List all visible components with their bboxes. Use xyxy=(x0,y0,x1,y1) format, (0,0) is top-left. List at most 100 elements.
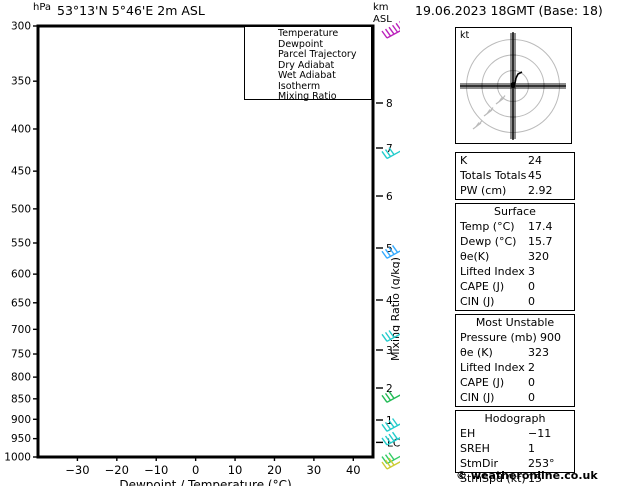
label-pw: PW (cm) xyxy=(460,184,507,197)
label-stmdir: StmDir xyxy=(460,457,499,470)
pressure-unit-label: hPa xyxy=(33,2,52,13)
svg-text:10: 10 xyxy=(228,463,243,477)
value-sfc-li: 3 xyxy=(528,265,535,278)
legend-item-dry-adiabat: Dry Adiabat xyxy=(248,59,368,72)
value-sfc-dewp: 15.7 xyxy=(528,235,553,248)
hodo-heading: Hodograph xyxy=(484,412,546,425)
row-mu-pressure: Pressure (mb) 900 xyxy=(456,330,574,345)
svg-text:30: 30 xyxy=(307,463,322,477)
legend-item-isotherm: Isotherm xyxy=(248,80,368,93)
value-mu-pressure: 900 xyxy=(540,331,561,344)
label-sfc-dewp: Dewp (°C) xyxy=(460,235,517,248)
value-mu-thetae: 323 xyxy=(528,346,549,359)
row-sfc-dewp: Dewp (°C) 15.7 xyxy=(456,234,574,249)
legend-label-temperature: Temperature xyxy=(278,28,339,40)
svg-text:650: 650 xyxy=(11,297,31,309)
label-eh: EH xyxy=(460,427,476,440)
label-mu-cape: CAPE (J) xyxy=(460,376,505,389)
label-stmspd: StmSpd (kt) xyxy=(460,472,526,485)
svg-text:300: 300 xyxy=(11,21,31,33)
value-stmdir: 253° xyxy=(528,457,555,470)
mu-heading: Most Unstable xyxy=(475,316,555,329)
svg-text:400: 400 xyxy=(11,123,31,135)
row-pw: PW (cm) 2.92 xyxy=(456,183,574,198)
value-pw: 2.92 xyxy=(528,184,553,197)
skewt-chart: 2345810152025300350400450500550600650700… xyxy=(4,21,400,486)
svg-text:4: 4 xyxy=(386,295,393,307)
legend-label-wet-adiabat: Wet Adiabat xyxy=(278,70,336,82)
label-sfc-temp: Temp (°C) xyxy=(460,220,515,233)
value-eh: −11 xyxy=(528,427,552,440)
surface-panel: Surface Temp (°C) 17.4 Dewp (°C) 15.7 θe(K… xyxy=(455,203,575,311)
row-mu-cin: CIN (J) 0 xyxy=(456,390,574,405)
label-sfc-li: Lifted Index xyxy=(460,265,525,278)
svg-text:800: 800 xyxy=(11,372,31,384)
label-mu-cin: CIN (J) xyxy=(460,391,495,404)
legend-label-dewpoint: Dewpoint xyxy=(278,38,324,50)
row-stmdir: StmDir 253° xyxy=(456,456,574,471)
svg-text:20: 20 xyxy=(267,463,282,477)
row-sfc-thetae: θe(K) 320 xyxy=(456,249,574,264)
value-sfc-cin: 0 xyxy=(528,295,535,308)
station-title: 53°13'N 5°46'E 2m ASL xyxy=(57,3,205,18)
row-sfc-temp: Temp (°C) 17.4 xyxy=(456,219,574,234)
legend-item-parcel: Parcel Trajectory xyxy=(248,50,368,61)
row-k: K 24 xyxy=(456,153,574,168)
row-mu-li: Lifted Index 2 xyxy=(456,360,574,375)
svg-text:700: 700 xyxy=(11,324,31,336)
value-sfc-cape: 0 xyxy=(528,280,535,293)
svg-text:350: 350 xyxy=(11,76,31,88)
legend-item-mixing-ratio: Mixing Ratio xyxy=(248,92,368,103)
row-sreh: SREH 1 xyxy=(456,441,574,456)
value-sreh: 1 xyxy=(528,442,535,455)
value-sfc-thetae: 320 xyxy=(528,250,549,263)
label-sfc-cape: CAPE (J) xyxy=(460,280,505,293)
datetime-title: 19.06.2023 18GMT (Base: 18) xyxy=(415,3,603,18)
legend-item-temperature: Temperature xyxy=(248,29,368,40)
label-sfc-cin: CIN (J) xyxy=(460,295,495,308)
height-unit-label-asl: ASL xyxy=(373,14,392,25)
svg-text:950: 950 xyxy=(11,433,31,445)
legend-label-parcel: Parcel Trajectory xyxy=(278,49,357,61)
label-mu-pressure: Pressure (mb) xyxy=(460,331,537,344)
row-sfc-li: Lifted Index 3 xyxy=(456,264,574,279)
chart-legend: Temperature Dewpoint Parcel Trajectory D… xyxy=(244,26,372,103)
value-sfc-temp: 17.4 xyxy=(528,220,553,233)
row-sfc-cape: CAPE (J) 0 xyxy=(456,279,574,294)
row-mu-cape: CAPE (J) 0 xyxy=(456,375,574,390)
svg-text:0: 0 xyxy=(192,463,199,477)
svg-text:6: 6 xyxy=(386,191,393,203)
label-totals: Totals Totals xyxy=(460,169,527,182)
row-sfc-cin: CIN (J) 0 xyxy=(456,294,574,309)
legend-item-wet-adiabat: Wet Adiabat xyxy=(248,71,368,82)
svg-text:1000: 1000 xyxy=(4,452,31,464)
row-eh: EH −11 xyxy=(456,426,574,441)
legend-label-isotherm: Isotherm xyxy=(278,80,321,92)
most-unstable-panel: Most Unstable Pressure (mb) 900 θe (K) 323… xyxy=(455,314,575,407)
row-stmspd: StmSpd (kt) 15 xyxy=(456,471,574,486)
value-stmspd: 15 xyxy=(528,472,542,485)
svg-text:550: 550 xyxy=(11,237,31,249)
label-mu-thetae: θe (K) xyxy=(460,346,493,359)
surface-heading: Surface xyxy=(494,205,536,218)
row-totals: Totals Totals 45 xyxy=(456,168,574,183)
hodograph-plot xyxy=(460,32,566,140)
svg-text:40: 40 xyxy=(346,463,361,477)
svg-text:8: 8 xyxy=(386,98,393,110)
svg-text:−20: −20 xyxy=(105,463,129,477)
svg-text:−30: −30 xyxy=(65,463,89,477)
legend-label-mixing-ratio: Mixing Ratio xyxy=(278,91,337,103)
copyright-text: © weatheronline.co.uk xyxy=(456,469,598,482)
legend-item-dewpoint: Dewpoint xyxy=(248,38,368,51)
label-sreh: SREH xyxy=(460,442,490,455)
legend-label-dry-adiabat: Dry Adiabat xyxy=(278,59,335,71)
svg-text:−10: −10 xyxy=(144,463,168,477)
hodograph-unit-label: kt xyxy=(460,30,470,41)
label-sfc-thetae: θe(K) xyxy=(460,250,490,263)
svg-text:Dewpoint / Temperature (°C): Dewpoint / Temperature (°C) xyxy=(119,478,291,486)
svg-text:2: 2 xyxy=(386,383,393,395)
row-mu-thetae: θe (K) 323 xyxy=(456,345,574,360)
indices-panel: K 24 Totals Totals 45 PW (cm) 2.92 xyxy=(455,152,575,200)
value-mu-li: 2 xyxy=(528,361,535,374)
value-mu-cape: 0 xyxy=(528,376,535,389)
